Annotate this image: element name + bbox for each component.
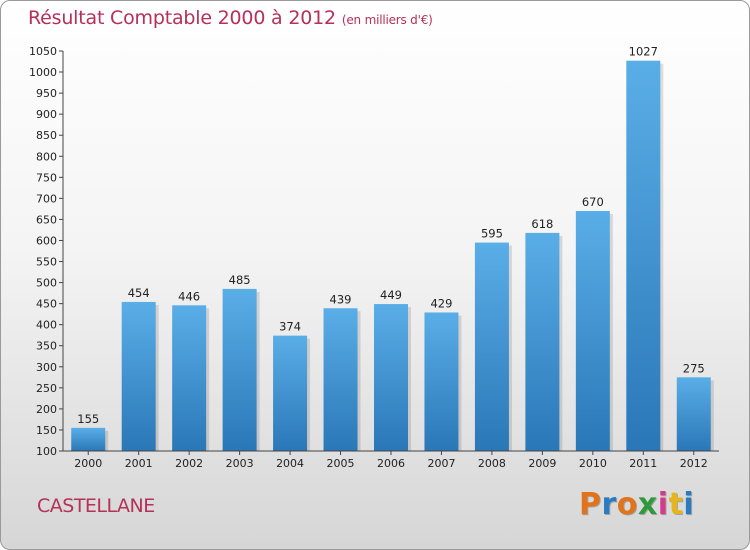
bar-value-label: 446 [178, 289, 200, 303]
y-tick-label: 550 [36, 256, 57, 269]
bar-2008[interactable] [474, 242, 509, 451]
x-tick-label: 2006 [377, 457, 405, 470]
y-tick-label: 650 [36, 213, 57, 226]
y-tick-label: 400 [36, 319, 57, 332]
bar-2002[interactable] [172, 305, 207, 451]
bar-value-label: 595 [481, 227, 503, 241]
x-tick-label: 2003 [226, 457, 254, 470]
x-tick-label: 2011 [629, 457, 657, 470]
bar-value-label: 454 [128, 286, 150, 300]
bar-value-label: 449 [380, 288, 402, 302]
proxiti-logo[interactable]: Proxiti [579, 487, 694, 522]
y-axis: 100 150 200 250 300 350 400 450 500 550 600 650 700 7… [29, 45, 64, 458]
y-tick-label: 500 [36, 277, 57, 290]
bar-value-label: 275 [683, 361, 705, 375]
bar-2012[interactable] [676, 377, 711, 451]
logo-letter: o [616, 487, 638, 522]
bar-2006[interactable] [374, 304, 408, 451]
y-tick-label: 350 [36, 340, 57, 353]
bar-2005[interactable] [323, 308, 358, 451]
y-tick-label: 600 [36, 234, 57, 247]
commune-name: CASTELLANE [37, 495, 155, 517]
x-tick-label: 2001 [125, 457, 153, 470]
logo-letter: r [601, 487, 617, 522]
x-tick-label: 2004 [276, 457, 304, 470]
bar-2004[interactable] [273, 335, 308, 451]
y-tick-label: 700 [36, 192, 57, 205]
y-tick-label: 900 [36, 108, 57, 121]
bar-value-label: 155 [77, 412, 99, 426]
bar-2009[interactable] [525, 232, 560, 451]
bar-value-label: 618 [531, 217, 553, 231]
chart-title: Résultat Comptable 2000 à 2012 (en millie… [28, 7, 433, 29]
logo-letter: P [579, 487, 602, 522]
x-tick-label: 2005 [327, 457, 355, 470]
bar-value-label: 439 [330, 292, 352, 306]
x-tick-label: 2000 [74, 457, 102, 470]
y-tick-label: 300 [36, 361, 57, 374]
bar-value-label: 374 [279, 320, 301, 334]
bar-2011[interactable] [626, 60, 661, 452]
y-tick-label: 250 [36, 382, 57, 395]
bars: 155 454 446 485 374 439 449 429 595 618 670 1027 275 [71, 45, 714, 452]
y-tick-label: 850 [36, 129, 57, 142]
bar-value-label: 1027 [629, 45, 658, 59]
y-tick-label: 200 [36, 403, 57, 416]
bar-2000[interactable] [71, 427, 106, 451]
title-unit: (en milliers d'€) [341, 13, 433, 27]
logo-letter: t [668, 487, 684, 522]
y-tick-label: 1050 [29, 45, 57, 58]
y-tick-label: 950 [36, 87, 57, 100]
y-tick-label: 450 [36, 298, 57, 311]
x-tick-label: 2007 [427, 457, 455, 470]
bar-2010[interactable] [575, 211, 610, 451]
bar-value-label: 670 [582, 195, 604, 209]
bar-value-label: 485 [229, 273, 251, 287]
logo-letter: i [657, 487, 669, 522]
y-tick-label: 100 [36, 445, 57, 458]
y-tick-label: 150 [36, 424, 57, 437]
y-tick-label: 800 [36, 150, 57, 163]
x-axis: 2000 2001 2002 2003 2004 2005 2006 2007 2008 2009… [63, 450, 719, 470]
bar-2003[interactable] [222, 288, 257, 451]
x-tick-label: 2012 [680, 457, 708, 470]
logo-letter: i [683, 487, 695, 522]
bar-2001[interactable] [121, 301, 156, 451]
logo-letter: x [637, 487, 658, 522]
title-text: Résultat Comptable 2000 à 2012 [28, 7, 336, 29]
bar-value-label: 429 [430, 296, 452, 310]
x-tick-label: 2008 [478, 457, 506, 470]
y-tick-label: 1000 [29, 66, 57, 79]
y-tick-label: 750 [36, 171, 57, 184]
x-tick-label: 2010 [579, 457, 607, 470]
x-tick-label: 2002 [175, 457, 203, 470]
bar-2007[interactable] [424, 312, 459, 451]
x-tick-label: 2009 [528, 457, 556, 470]
